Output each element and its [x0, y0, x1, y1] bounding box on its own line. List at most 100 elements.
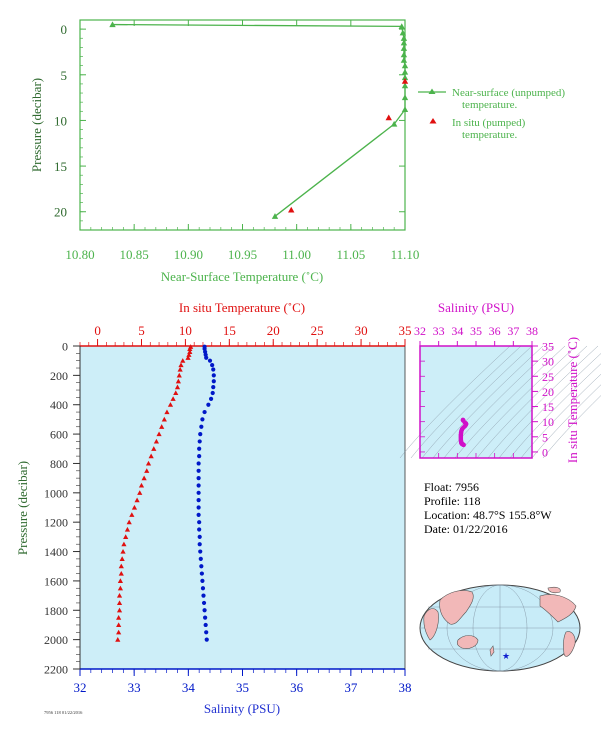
salinity-point: [199, 571, 204, 576]
density-contour: [432, 345, 544, 459]
ts-point: [461, 442, 466, 448]
y-tick-label: 1000: [44, 486, 68, 500]
unpumped-temperature-point: [401, 74, 409, 81]
density-contour: [476, 345, 588, 459]
x-tick-label: 10.80: [65, 247, 94, 262]
unpumped-temperature-point: [398, 23, 405, 29]
map-land: [423, 586, 577, 657]
temperature-point: [167, 402, 174, 407]
footer-id: 7956 118 01/22/2016: [44, 710, 83, 715]
x-tick-label: 10.95: [228, 247, 257, 262]
temperature-point: [177, 366, 183, 372]
temperature-point: [180, 358, 186, 363]
float-info: Float: 7956 Profile: 118 Location: 48.7°…: [424, 480, 552, 536]
top-tick-label: 0: [94, 323, 101, 338]
temperature-point: [126, 519, 132, 525]
density-contour: [531, 384, 601, 459]
near-surface-marks: [109, 21, 409, 219]
top-tick-label: 20: [267, 323, 280, 338]
salinity-profile: [196, 344, 216, 642]
ts-x-tick-label: 33: [433, 324, 445, 338]
pumped-temperature-point: [401, 77, 409, 84]
salinity-point: [206, 402, 211, 407]
ts-x-tick-label: 38: [526, 324, 538, 338]
north-america-landmass: [539, 594, 577, 623]
unpumped-temperature-point: [400, 35, 408, 41]
ts-x-tick-label: 37: [507, 324, 519, 338]
x-tick-label: 11.00: [282, 247, 311, 262]
salinity-point: [198, 556, 203, 561]
float-location-star-icon: ★: [502, 651, 510, 661]
unpumped-temperature-point: [400, 56, 408, 63]
asia-landmass: [439, 590, 474, 625]
salinity-point: [198, 549, 203, 554]
density-contour: [542, 395, 601, 459]
unpumped-temperature-point: [390, 120, 398, 127]
date: Date: 01/22/2016: [424, 522, 508, 536]
salinity-point: [204, 355, 209, 360]
temperature-point: [173, 390, 179, 396]
salinity-point: [196, 476, 201, 481]
temperature-point: [116, 629, 122, 635]
salinity-point: [198, 431, 203, 437]
temperature-point: [161, 416, 167, 422]
temperature-point: [124, 526, 131, 532]
salinity-point: [211, 379, 216, 384]
ts-y-axis-title: In situ Temperature (˚C): [565, 337, 580, 463]
salinity-point: [196, 498, 201, 503]
legend-unpumped-label-line2: temperature.: [462, 99, 518, 111]
y-tick-label: 20: [54, 205, 67, 220]
density-contour: [421, 345, 533, 459]
top-tick-label: 10: [179, 323, 192, 338]
unpumped-temperature-point: [401, 68, 409, 75]
temperature-point: [151, 446, 157, 451]
y-tick-label: 0: [61, 22, 68, 37]
pumped-temperature-point: [288, 206, 295, 213]
salinity-point: [197, 454, 202, 459]
temperature-point: [118, 563, 124, 569]
temperature-point: [185, 355, 191, 360]
y-tick-label: 800: [50, 457, 68, 471]
salinity-point: [197, 527, 202, 532]
salinity-point: [202, 608, 207, 613]
legend-point-triangle: [429, 118, 437, 124]
y-tick-label: 1200: [44, 516, 68, 530]
ts-x-tick-label: 32: [414, 324, 426, 338]
ts-y-tick-label: 5: [542, 430, 548, 444]
density-contour: [498, 353, 601, 459]
ts-y-tick-label: 15: [542, 400, 554, 414]
y-tick-label: 1400: [44, 545, 68, 559]
y-tick-label: 2000: [44, 633, 68, 647]
salinity-point: [207, 358, 213, 363]
salinity-point: [201, 593, 206, 598]
salinity-point: [197, 542, 202, 547]
temperature-point: [117, 585, 124, 591]
y-tick-label: 600: [50, 428, 68, 442]
pumped-temperature-point: [385, 114, 392, 121]
ts-y-tick-label: 25: [542, 370, 554, 384]
salinity-point: [211, 385, 216, 390]
y-tick-label: 200: [50, 369, 68, 383]
salinity-point: [210, 390, 215, 396]
ts-x-tick-label: 35: [470, 324, 482, 338]
y-tick-label: 1800: [44, 604, 68, 618]
profile-chart: 0 5 10 15 20 25 30 35 32 33 34 35 36 37 38 0 200 400 600 80…: [15, 300, 412, 716]
temperature-point: [178, 362, 184, 368]
profile-axes: 0 5 10 15 20 25 30 35 32 33 34 35 36 37 38 0 200 400 600 80…: [44, 323, 412, 695]
density-contour: [399, 345, 511, 459]
unpumped-temperature-point: [401, 62, 409, 69]
temperature-point: [115, 637, 121, 642]
south-america-landmass: [563, 631, 576, 657]
density-contour: [443, 345, 555, 459]
x-tick-label: 10.90: [174, 247, 203, 262]
temperature-point: [186, 352, 192, 357]
ts-y-tick-label: 20: [542, 385, 554, 399]
top-tick-label: 35: [399, 323, 412, 338]
australia-landmass: [456, 635, 479, 649]
salinity-point: [203, 622, 208, 628]
unpumped-temperature-point: [399, 29, 407, 36]
bottom-tick-label: 34: [182, 680, 196, 695]
unpumped-temperature-point: [400, 45, 408, 51]
